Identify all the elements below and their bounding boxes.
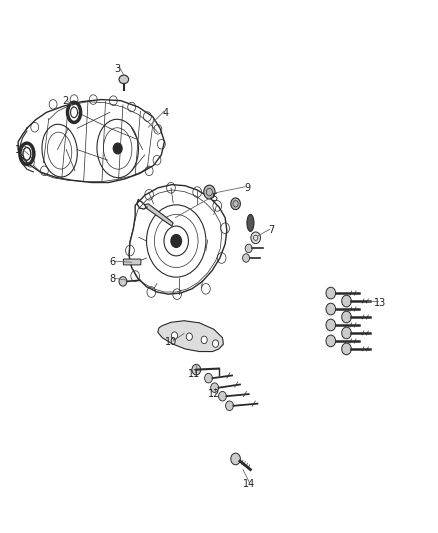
Circle shape (171, 332, 177, 340)
Circle shape (251, 232, 261, 244)
Ellipse shape (71, 107, 78, 118)
Polygon shape (145, 204, 173, 226)
Circle shape (326, 319, 336, 331)
FancyBboxPatch shape (124, 259, 141, 265)
Text: 12: 12 (208, 389, 220, 399)
Circle shape (113, 143, 122, 154)
Circle shape (342, 295, 351, 307)
Circle shape (119, 277, 127, 286)
Circle shape (342, 327, 351, 339)
Text: 9: 9 (244, 183, 251, 193)
Text: 14: 14 (243, 480, 255, 489)
Text: 5: 5 (212, 193, 218, 204)
Circle shape (192, 365, 201, 375)
Text: 2: 2 (62, 95, 68, 106)
Polygon shape (158, 321, 223, 352)
Circle shape (204, 185, 215, 199)
Circle shape (205, 373, 212, 383)
Circle shape (243, 254, 250, 262)
Circle shape (171, 235, 181, 247)
Text: 3: 3 (115, 64, 121, 74)
Text: 1: 1 (15, 144, 21, 155)
Circle shape (342, 311, 351, 323)
Circle shape (326, 303, 336, 315)
Circle shape (211, 383, 219, 392)
Circle shape (326, 335, 336, 347)
Circle shape (231, 198, 240, 209)
Text: 8: 8 (109, 274, 115, 284)
Text: 11: 11 (187, 369, 200, 379)
Circle shape (201, 336, 207, 344)
Circle shape (231, 453, 240, 465)
Ellipse shape (23, 148, 31, 160)
Text: 6: 6 (109, 257, 115, 267)
Circle shape (342, 343, 351, 355)
Text: 13: 13 (374, 297, 387, 308)
Text: 10: 10 (165, 337, 177, 347)
Circle shape (245, 244, 252, 253)
Ellipse shape (247, 214, 254, 231)
Circle shape (186, 333, 192, 341)
Circle shape (226, 401, 233, 410)
Ellipse shape (119, 75, 129, 84)
Circle shape (326, 287, 336, 299)
Text: 7: 7 (268, 225, 275, 236)
Circle shape (219, 391, 226, 401)
Text: 4: 4 (162, 108, 169, 118)
Circle shape (212, 340, 219, 348)
